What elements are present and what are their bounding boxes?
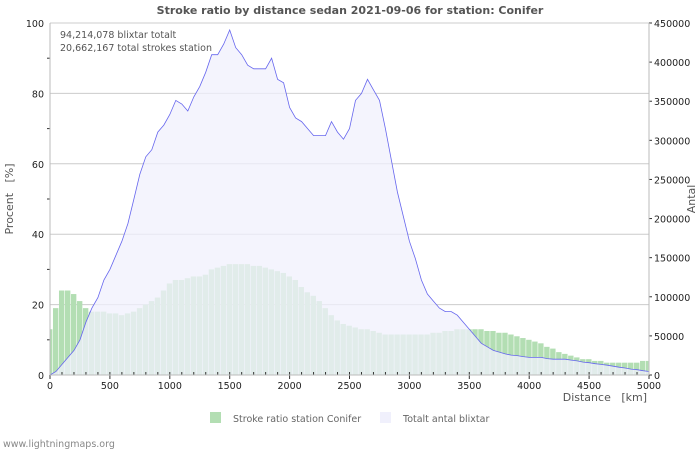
y-left-label: Procent [%] [3, 163, 16, 234]
legend-swatch-total [380, 412, 391, 423]
ratio-bar [640, 360, 646, 375]
x-tick-label: 2500 [337, 381, 361, 392]
total-area-fill [50, 30, 649, 375]
total-area [49, 28, 650, 376]
annotation-total: 94,214,078 blixtar totalt [60, 30, 177, 41]
y-right-tick-label: 50000 [654, 332, 684, 343]
legend-label-total: Totalt antal blixtar [402, 414, 489, 425]
legend-swatch-ratio [210, 412, 221, 423]
y-right-tick-label: 400000 [654, 58, 690, 69]
x-tick-label: 1000 [158, 381, 182, 392]
x-tick-label: 1500 [218, 381, 242, 392]
y-right-tick-label: 100000 [654, 293, 690, 304]
legend-label-ratio: Stroke ratio station Conifer [233, 414, 361, 425]
y-right-tick-label: 200000 [654, 215, 690, 226]
total-line [49, 28, 650, 376]
y-left-tick-label: 100 [26, 19, 44, 30]
x-axis-label: Distance [km] [563, 391, 647, 404]
y-left-tick-label: 40 [32, 230, 44, 241]
x-tick-label: 4000 [517, 381, 541, 392]
y-left-tick-label: 20 [32, 301, 44, 312]
y-left-tick-label: 60 [32, 160, 44, 171]
ratio-bar [58, 290, 65, 375]
x-tick-label: 2000 [278, 381, 302, 392]
y-right-tick-label: 450000 [654, 19, 690, 30]
footer-credit: www.lightningmaps.org [3, 439, 115, 450]
y-left-tick-label: 80 [32, 89, 44, 100]
y-left-tick-label: 0 [38, 371, 44, 382]
ratio-bar [70, 294, 77, 375]
ratio-bar [64, 290, 71, 375]
y-right-tick-label: 150000 [654, 254, 690, 265]
x-tick-label: 3500 [457, 381, 481, 392]
y-right-tick-label: 0 [654, 371, 660, 382]
ratio-bar [50, 329, 53, 375]
axes: 0204060801000500001000001500002000002500… [26, 19, 690, 392]
y-right-tick-label: 250000 [654, 175, 690, 186]
annotation-station: 20,662,167 total strokes station [60, 43, 212, 54]
ratio-bar [646, 360, 649, 375]
y-right-tick-label: 350000 [654, 97, 690, 108]
y-right-label: Antal [685, 185, 698, 214]
chart-title: Stroke ratio by distance sedan 2021-09-0… [157, 4, 544, 17]
x-tick-label: 3000 [397, 381, 421, 392]
x-tick-label: 0 [47, 381, 53, 392]
ratio-bar [52, 308, 59, 375]
y-right-tick-label: 300000 [654, 136, 690, 147]
ratio-bar [76, 301, 83, 375]
x-tick-label: 5000 [637, 381, 661, 392]
x-tick-label: 500 [101, 381, 119, 392]
ratio-bar [634, 362, 640, 375]
x-tick-label: 4500 [577, 381, 601, 392]
